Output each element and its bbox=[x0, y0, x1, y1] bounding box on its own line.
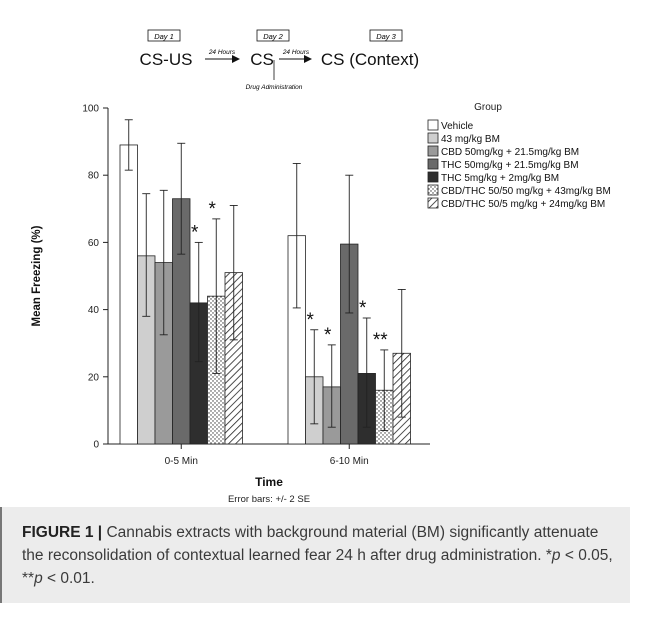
drug-label: Drug Administration bbox=[246, 84, 303, 91]
significance-marker: * bbox=[191, 222, 199, 243]
legend-swatch bbox=[427, 119, 439, 131]
legend-label: THC 5mg/kg + 2mg/kg BM bbox=[441, 173, 559, 184]
x-axis-title: Time bbox=[255, 475, 283, 489]
protocol-schematic: Day 1 Day 2 Day 3 CS-US 24 Hours CS 24 H… bbox=[140, 29, 419, 91]
caption-p2: p bbox=[34, 570, 43, 587]
y-axis-title: Mean Freezing (%) bbox=[31, 225, 43, 326]
legend-label: THC 50mg/kg + 21.5mg/kg BM bbox=[441, 160, 579, 171]
legend-label: 43 mg/kg BM bbox=[441, 134, 500, 145]
significance-marker: * bbox=[324, 325, 332, 346]
y-tick-label: 100 bbox=[82, 104, 99, 115]
caption-p1: p bbox=[551, 547, 561, 564]
x-tick-label: 6-10 Min bbox=[330, 456, 369, 467]
chart-bars: ******* bbox=[119, 119, 411, 445]
significance-marker: ** bbox=[373, 330, 388, 351]
arrow1-label: 24 Hours bbox=[208, 49, 236, 56]
y-tick-label: 80 bbox=[88, 171, 100, 182]
significance-marker: * bbox=[359, 298, 367, 319]
legend-title: Group bbox=[474, 102, 502, 113]
stage-cs-us: CS-US bbox=[140, 50, 193, 69]
caption-p1-value: < 0.05, bbox=[560, 547, 613, 564]
legend-label: Vehicle bbox=[441, 121, 474, 132]
arrow2-label: 24 Hours bbox=[282, 49, 310, 56]
day3-box bbox=[369, 29, 403, 42]
stage-cs-context: CS (Context) bbox=[321, 50, 419, 69]
caption-star1: * bbox=[545, 547, 552, 564]
stage-cs: CS bbox=[250, 50, 274, 69]
y-tick-label: 60 bbox=[88, 238, 100, 249]
day2-label: Day 2 bbox=[263, 32, 283, 41]
caption-star2: ** bbox=[22, 570, 35, 587]
legend-swatch bbox=[427, 171, 439, 183]
caption-panel: FIGURE 1 | Cannabis extracts with backgr… bbox=[0, 507, 630, 603]
legend-swatch bbox=[427, 145, 439, 157]
day3-label: Day 3 bbox=[376, 32, 396, 41]
caption-text: Cannabis extracts with background materi… bbox=[22, 524, 599, 564]
y-tick-label: 20 bbox=[88, 372, 100, 383]
legend-swatch bbox=[427, 197, 439, 209]
y-ticks: 0 20 40 60 80 100 bbox=[82, 104, 108, 451]
day2-box bbox=[256, 29, 290, 42]
chart-legend: Group Vehicle 43 mg/kg BM CBD 50mg/kg + 21… bbox=[427, 102, 611, 210]
x-tick-label: 0-5 Min bbox=[165, 456, 198, 467]
legend-label: CBD 50mg/kg + 21.5mg/kg BM bbox=[441, 147, 579, 158]
y-tick-label: 0 bbox=[93, 440, 99, 451]
day1-label: Day 1 bbox=[154, 32, 174, 41]
bar bbox=[119, 144, 138, 445]
legend-swatch bbox=[427, 158, 439, 170]
caption-label: FIGURE 1 | bbox=[22, 524, 103, 541]
caption-p2-value: < 0.01. bbox=[42, 570, 95, 587]
legend-swatch bbox=[427, 132, 439, 144]
y-tick-label: 40 bbox=[88, 305, 100, 316]
figure-canvas: Day 1 Day 2 Day 3 CS-US 24 Hours CS 24 H… bbox=[31, 29, 611, 505]
legend-label: CBD/THC 50/5 mg/kg + 24mg/kg BM bbox=[441, 199, 605, 210]
day1-box bbox=[147, 29, 181, 42]
legend-swatch bbox=[427, 184, 439, 196]
error-bar-note: Error bars: +/- 2 SE bbox=[228, 494, 310, 505]
x-ticks: 0-5 Min 6-10 Min bbox=[165, 444, 369, 467]
figure-caption: FIGURE 1 | Cannabis extracts with backgr… bbox=[22, 521, 622, 590]
legend-label: CBD/THC 50/50 mg/kg + 43mg/kg BM bbox=[441, 186, 611, 197]
significance-marker: * bbox=[307, 310, 315, 331]
significance-marker: * bbox=[209, 199, 217, 220]
